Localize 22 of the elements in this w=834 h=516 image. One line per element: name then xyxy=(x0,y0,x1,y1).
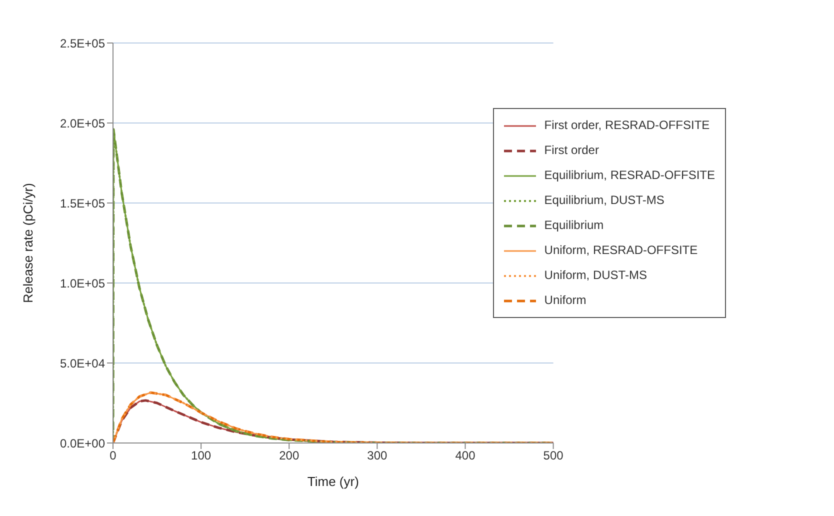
x-tick-label: 100 xyxy=(191,448,212,463)
legend-label: Equilibrium, RESRAD-OFFSITE xyxy=(544,167,715,184)
y-tick-label: 2.5E+05 xyxy=(60,36,106,50)
x-tick-label: 0 xyxy=(110,448,117,463)
x-tick-label: 200 xyxy=(279,448,300,463)
y-tick-label: 1.5E+05 xyxy=(60,196,106,210)
legend-label: First order xyxy=(544,142,599,159)
x-tick-label: 400 xyxy=(455,448,476,463)
legend-label: Uniform xyxy=(544,292,586,309)
legend-label: First order, RESRAD-OFFSITE xyxy=(544,117,710,134)
y-tick-label: 5.0E+04 xyxy=(60,356,106,370)
y-tick-label: 0.0E+00 xyxy=(60,436,106,450)
legend-label: Equilibrium xyxy=(544,217,604,234)
legend-label: Uniform, RESRAD-OFFSITE xyxy=(544,242,698,259)
x-axis-title: Time (yr) xyxy=(307,474,359,489)
y-axis-title: Release rate (pCi/yr) xyxy=(20,183,36,303)
x-tick-label: 500 xyxy=(543,448,564,463)
y-tick-label: 2.0E+05 xyxy=(60,116,106,130)
legend-label: Uniform, DUST-MS xyxy=(544,267,647,284)
legend-label: Equilibrium, DUST-MS xyxy=(544,192,664,209)
y-tick-label: 1.0E+05 xyxy=(60,276,106,290)
x-tick-label: 300 xyxy=(367,448,388,463)
